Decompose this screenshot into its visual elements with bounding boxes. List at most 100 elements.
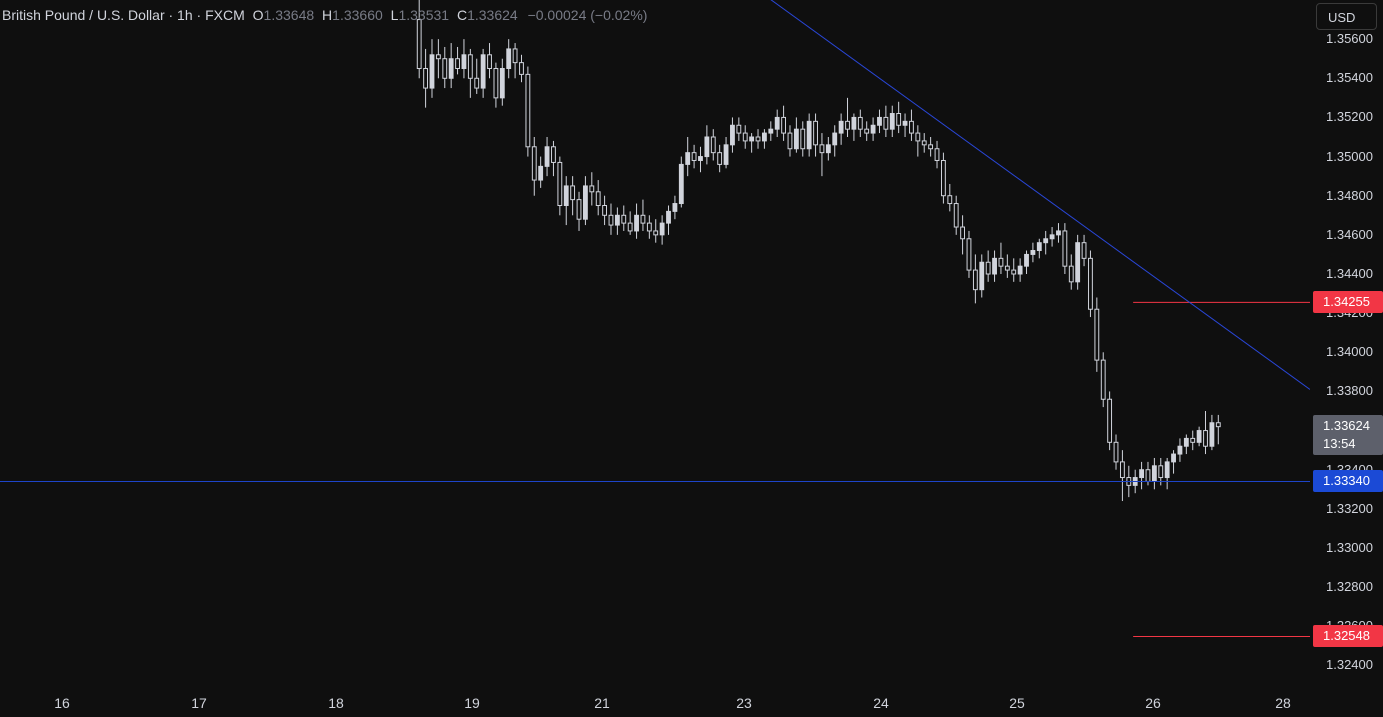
candle-body	[608, 214, 614, 226]
candle-body	[627, 222, 633, 232]
candle-body	[825, 144, 831, 154]
candle-body	[710, 136, 716, 154]
candle-body	[1088, 257, 1093, 310]
candle-body	[742, 132, 748, 142]
price-tick: 1.33000	[1326, 540, 1373, 555]
low-label: L	[390, 7, 399, 23]
candle-body	[838, 120, 844, 134]
candle-body	[730, 124, 735, 146]
close-label: C	[456, 7, 468, 23]
trendline	[770, 0, 1310, 390]
candle-body	[474, 77, 480, 89]
price-tick: 1.34400	[1326, 266, 1373, 281]
candle-body	[806, 120, 812, 150]
candle-body	[934, 148, 940, 161]
candle-body	[755, 136, 761, 142]
candle-body	[1024, 253, 1029, 267]
candle-body	[953, 203, 959, 228]
candle-body	[1011, 269, 1017, 275]
candle-body	[1119, 461, 1125, 479]
candle-body	[813, 120, 818, 146]
chart-area[interactable]	[0, 0, 1310, 685]
candle-body	[857, 116, 863, 130]
candle-body	[902, 120, 908, 126]
candle-body	[512, 48, 518, 64]
date-tick: 18	[328, 695, 344, 711]
candle-body	[1075, 242, 1081, 283]
candle-body	[966, 238, 972, 271]
candle-body	[461, 54, 467, 69]
price-tick: 1.32800	[1326, 579, 1373, 595]
symbol-title[interactable]: British Pound / U.S. Dollar · 1h · FXCM	[2, 7, 245, 23]
date-tick: 21	[594, 695, 610, 711]
candle-body	[1151, 465, 1157, 482]
candle-body	[781, 116, 787, 134]
candle-body	[1139, 469, 1145, 479]
bar-countdown: 13:54	[1323, 435, 1356, 451]
date-tick: 28	[1275, 695, 1291, 711]
price-tick: 1.34000	[1326, 344, 1373, 360]
candle-body	[774, 116, 780, 130]
date-tick: 17	[191, 695, 207, 711]
candle-body	[896, 113, 902, 126]
candle-body	[832, 132, 838, 146]
candle-body	[704, 136, 710, 158]
current-price-tag: 1.33624 13:54	[1313, 414, 1383, 455]
candle-body	[928, 144, 934, 150]
date-tick: 25	[1009, 695, 1025, 711]
date-tick: 24	[873, 695, 889, 711]
candle-body	[947, 195, 953, 205]
low-value: 1.33531	[398, 7, 450, 23]
candle-body	[429, 54, 435, 89]
candle-body	[1209, 422, 1215, 447]
candle-body	[915, 132, 921, 142]
candle-body	[589, 185, 595, 193]
candle-body	[691, 152, 697, 161]
candle-body	[979, 261, 985, 291]
candle-body	[685, 152, 691, 165]
price-chart[interactable]	[0, 0, 1310, 685]
candle-body	[723, 144, 729, 165]
candle-body	[1196, 430, 1202, 443]
price-scale[interactable]: 1.324001.326001.328001.330001.332001.334…	[1310, 0, 1383, 685]
candle-body	[621, 214, 627, 224]
candle-body	[1113, 441, 1119, 463]
candle-body	[992, 257, 997, 275]
candle-body	[998, 257, 1004, 267]
candle-body	[1094, 308, 1100, 361]
candle-body	[531, 146, 537, 181]
price-tick: 1.33200	[1326, 500, 1373, 516]
open-value: 1.33648	[263, 7, 315, 23]
candle-body	[909, 120, 914, 134]
price-change: −0.00024 (−0.02%)	[527, 7, 648, 23]
price-tick: 1.33800	[1326, 383, 1373, 399]
date-tick: 16	[54, 695, 70, 711]
price-tick: 1.34600	[1326, 226, 1373, 242]
candle-body	[1177, 445, 1183, 455]
candle-body	[1062, 230, 1068, 267]
candle-body	[1215, 422, 1221, 428]
candle-body	[851, 116, 857, 130]
symbol-legend: British Pound / U.S. Dollar · 1h · FXCM …	[2, 7, 647, 23]
price-tick: 1.35400	[1326, 70, 1373, 86]
candle-body	[467, 54, 473, 79]
candle-body	[972, 269, 978, 291]
currency-button[interactable]: USD	[1316, 3, 1377, 30]
candle-body	[749, 136, 755, 142]
candle-body	[883, 116, 889, 130]
resistance-price-tag: 1.34255	[1313, 291, 1383, 314]
candle-body	[698, 156, 703, 161]
candle-body	[1036, 242, 1042, 252]
candle-body	[889, 113, 895, 130]
time-axis[interactable]: 16 17 18 19 21 23 24 25 26 28	[0, 685, 1310, 717]
candle-body	[985, 261, 991, 275]
candle-body	[557, 161, 563, 206]
candle-body	[519, 62, 524, 75]
candle-body	[582, 185, 588, 220]
date-tick: 19	[464, 695, 480, 711]
support-price-tag: 1.33340	[1313, 470, 1383, 493]
candle-body	[480, 54, 486, 89]
candle-body	[1043, 238, 1049, 244]
candle-body	[940, 159, 946, 197]
candle-body	[870, 124, 876, 134]
